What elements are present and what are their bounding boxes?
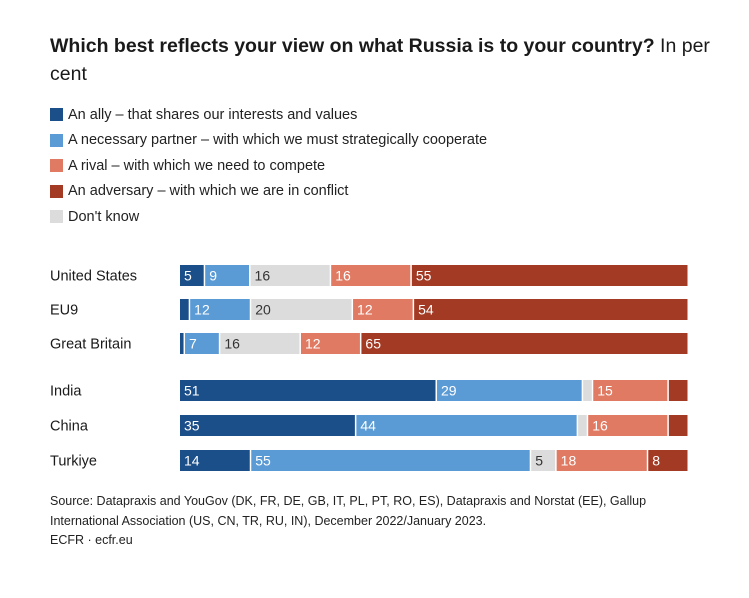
chart-title-text: Which best reflects your view on what Ru…	[50, 35, 655, 57]
source-credit: ECFR · ecfr.eu	[50, 533, 133, 547]
category-label-united-states: United States	[50, 269, 137, 285]
category-label-india: India	[50, 384, 82, 400]
bar-segment-united-states-dont_know	[250, 265, 330, 286]
bar-segment-united-states-partner	[205, 265, 250, 286]
data-label-eu9-partner: 12	[194, 302, 210, 318]
bar-segment-eu9-ally	[180, 299, 189, 320]
chart-title-unit: In per cent	[50, 35, 710, 85]
bar-segment-eu9-adversary	[414, 299, 688, 320]
legend-swatch-dont_know	[50, 210, 63, 224]
data-label-china-ally: 35	[184, 418, 200, 434]
legend-item-partner: A necessary partner – with which we must…	[50, 128, 487, 154]
bar-segment-turkiye-ally	[180, 450, 250, 471]
data-label-eu9-adversary: 54	[418, 302, 434, 318]
legend-label-adversary: An adversary – with which we are in conf…	[68, 183, 349, 200]
category-label-turkiye: Turkiye	[50, 454, 97, 470]
bar-segment-india-dont_know	[583, 380, 592, 401]
legend-label-partner: A necessary partner – with which we must…	[68, 132, 488, 149]
data-label-united-states-dont_know: 16	[255, 268, 271, 284]
bar-segment-united-states-rival	[331, 265, 411, 286]
data-label-india-rival: 15	[597, 383, 613, 399]
bar-segment-eu9-partner	[190, 299, 250, 320]
bar-segment-great-britain-adversary	[361, 333, 688, 354]
legend-item-adversary: An adversary – with which we are in conf…	[50, 179, 487, 205]
legend-label-rival: A rival – with which we need to compete	[68, 157, 326, 174]
source-text: Source: Datapraxis and YouGov (DK, FR, D…	[50, 494, 647, 528]
data-label-great-britain-rival: 12	[305, 336, 321, 352]
data-label-india-ally: 51	[184, 383, 200, 399]
data-label-eu9-rival: 12	[357, 302, 373, 318]
legend-label-ally: An ally – that shares our interests and …	[68, 106, 358, 123]
data-label-great-britain-dont_know: 16	[224, 336, 240, 352]
bar-segment-china-rival	[588, 415, 668, 436]
bar-segment-china-ally	[180, 415, 355, 436]
bar-segment-china-dont_know	[578, 415, 587, 436]
bar-segment-turkiye-adversary	[648, 450, 688, 471]
data-label-turkiye-dont_know: 5	[535, 453, 543, 469]
data-label-united-states-rival: 16	[335, 268, 351, 284]
legend: An ally – that shares our interests and …	[50, 102, 487, 230]
data-label-turkiye-partner: 55	[255, 453, 271, 469]
legend-swatch-rival	[50, 159, 63, 173]
legend-swatch-partner	[50, 133, 63, 147]
bar-segment-china-adversary	[668, 415, 688, 436]
bar-segment-great-britain-partner	[185, 333, 219, 354]
legend-item-rival: A rival – with which we need to compete	[50, 153, 487, 179]
bar-segment-great-britain-rival	[300, 333, 360, 354]
bar-segment-india-partner	[437, 380, 582, 401]
legend-item-dont_know: Don't know	[50, 204, 487, 230]
bar-segment-great-britain-dont_know	[220, 333, 300, 354]
legend-label-dont_know: Don't know	[68, 208, 140, 225]
category-label-great-britain: Great Britain	[50, 337, 131, 353]
bar-segment-eu9-rival	[353, 299, 413, 320]
data-label-eu9-dont_know: 20	[255, 302, 271, 318]
data-label-turkiye-ally: 14	[184, 453, 200, 469]
bar-segment-india-rival	[593, 380, 668, 401]
bar-segment-turkiye-rival	[556, 450, 647, 471]
data-label-china-rival: 16	[592, 418, 608, 434]
category-label-eu9: EU9	[50, 303, 78, 319]
chart-title: Which best reflects your view on what Ru…	[50, 32, 710, 88]
bar-segment-turkiye-partner	[251, 450, 530, 471]
bar-segment-turkiye-dont_know	[531, 450, 556, 471]
bar-segment-india-adversary	[668, 380, 688, 401]
bar-segment-united-states-ally	[180, 265, 204, 286]
legend-swatch-ally	[50, 108, 63, 122]
data-label-united-states-partner: 9	[209, 268, 217, 284]
data-label-great-britain-partner: 7	[189, 336, 197, 352]
data-label-china-partner: 44	[360, 418, 376, 434]
legend-swatch-adversary	[50, 184, 63, 198]
data-label-united-states-ally: 5	[184, 268, 192, 284]
data-label-turkiye-adversary: 8	[652, 453, 660, 469]
data-label-united-states-adversary: 55	[416, 268, 432, 284]
bar-segment-china-partner	[356, 415, 577, 436]
data-label-india-partner: 29	[441, 383, 457, 399]
bar-segment-eu9-dont_know	[251, 299, 352, 320]
bar-segment-great-britain-ally	[180, 333, 184, 354]
legend-item-ally: An ally – that shares our interests and …	[50, 102, 487, 128]
bar-segment-united-states-adversary	[411, 265, 688, 286]
data-label-turkiye-rival: 18	[561, 453, 577, 469]
category-label-china: China	[50, 419, 89, 435]
bar-segment-india-ally	[180, 380, 436, 401]
source-note: Source: Datapraxis and YouGov (DK, FR, D…	[50, 492, 690, 551]
data-label-great-britain-adversary: 65	[365, 336, 381, 352]
